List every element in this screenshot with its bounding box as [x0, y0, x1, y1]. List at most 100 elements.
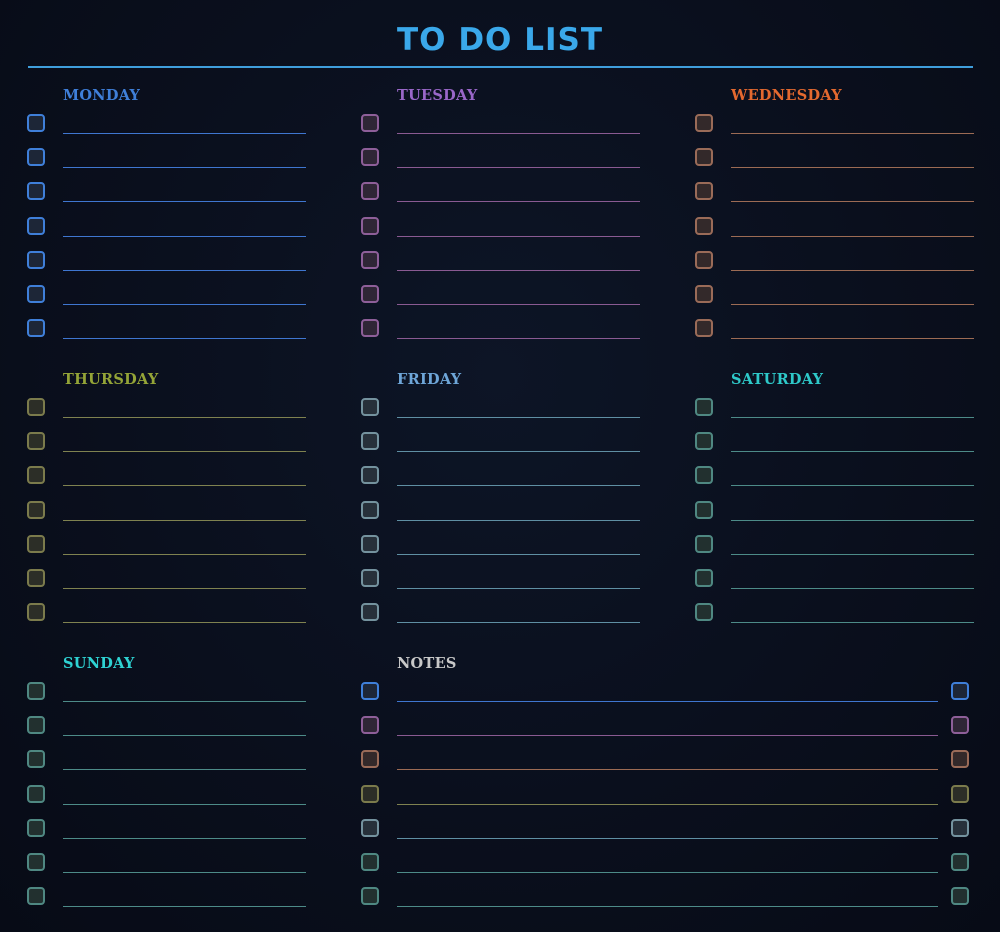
- task-line[interactable]: [63, 769, 306, 771]
- task-line[interactable]: [731, 519, 974, 521]
- task-checkbox[interactable]: [27, 216, 45, 235]
- task-line[interactable]: [63, 553, 306, 555]
- task-checkbox[interactable]: [27, 182, 45, 201]
- task-checkbox[interactable]: [27, 534, 45, 553]
- task-line[interactable]: [731, 485, 974, 487]
- notes-checkbox-left[interactable]: [361, 716, 379, 735]
- task-checkbox[interactable]: [695, 398, 713, 416]
- task-line[interactable]: [397, 201, 640, 203]
- task-checkbox[interactable]: [27, 784, 45, 803]
- task-checkbox[interactable]: [27, 853, 45, 871]
- notes-checkbox-right[interactable]: [951, 716, 969, 735]
- task-line[interactable]: [63, 269, 306, 271]
- task-checkbox[interactable]: [27, 398, 45, 416]
- task-line[interactable]: [397, 485, 640, 487]
- task-checkbox[interactable]: [695, 534, 713, 553]
- task-line[interactable]: [731, 417, 974, 418]
- task-line[interactable]: [397, 269, 640, 271]
- task-line[interactable]: [397, 417, 640, 418]
- task-checkbox[interactable]: [695, 569, 713, 587]
- task-checkbox[interactable]: [361, 148, 379, 167]
- notes-line[interactable]: [397, 735, 938, 737]
- task-line[interactable]: [397, 167, 640, 169]
- notes-checkbox-left[interactable]: [361, 784, 379, 803]
- task-line[interactable]: [397, 553, 640, 555]
- notes-checkbox-right[interactable]: [951, 682, 969, 700]
- task-checkbox[interactable]: [27, 250, 45, 269]
- task-line[interactable]: [63, 735, 306, 737]
- task-checkbox[interactable]: [27, 466, 45, 485]
- notes-checkbox-right[interactable]: [951, 853, 969, 871]
- notes-line[interactable]: [397, 872, 938, 873]
- task-checkbox[interactable]: [361, 114, 379, 132]
- task-checkbox[interactable]: [695, 466, 713, 485]
- task-line[interactable]: [397, 588, 640, 589]
- task-checkbox[interactable]: [361, 216, 379, 235]
- task-checkbox[interactable]: [361, 319, 379, 338]
- task-checkbox[interactable]: [361, 569, 379, 587]
- task-checkbox[interactable]: [361, 603, 379, 622]
- task-line[interactable]: [63, 701, 306, 702]
- task-line[interactable]: [63, 133, 306, 134]
- notes-checkbox-right[interactable]: [951, 784, 969, 803]
- task-line[interactable]: [731, 269, 974, 271]
- task-checkbox[interactable]: [27, 432, 45, 451]
- task-line[interactable]: [63, 304, 306, 305]
- task-checkbox[interactable]: [27, 887, 45, 906]
- task-line[interactable]: [63, 417, 306, 418]
- task-checkbox[interactable]: [27, 114, 45, 132]
- notes-line[interactable]: [397, 803, 938, 805]
- task-checkbox[interactable]: [27, 319, 45, 338]
- task-checkbox[interactable]: [361, 534, 379, 553]
- task-line[interactable]: [397, 338, 640, 340]
- task-line[interactable]: [731, 451, 974, 453]
- task-line[interactable]: [63, 235, 306, 237]
- task-line[interactable]: [397, 235, 640, 237]
- task-checkbox[interactable]: [27, 285, 45, 303]
- task-checkbox[interactable]: [361, 398, 379, 416]
- notes-checkbox-left[interactable]: [361, 853, 379, 871]
- task-line[interactable]: [731, 338, 974, 340]
- task-line[interactable]: [731, 167, 974, 169]
- task-checkbox[interactable]: [695, 148, 713, 167]
- task-line[interactable]: [63, 837, 306, 839]
- task-checkbox[interactable]: [361, 432, 379, 451]
- task-checkbox[interactable]: [27, 750, 45, 769]
- task-checkbox[interactable]: [695, 603, 713, 622]
- task-line[interactable]: [397, 519, 640, 521]
- task-checkbox[interactable]: [27, 716, 45, 735]
- task-line[interactable]: [731, 622, 974, 624]
- task-line[interactable]: [397, 304, 640, 305]
- task-line[interactable]: [731, 201, 974, 203]
- task-line[interactable]: [731, 133, 974, 134]
- task-line[interactable]: [63, 485, 306, 487]
- task-line[interactable]: [731, 553, 974, 555]
- task-line[interactable]: [731, 588, 974, 589]
- task-line[interactable]: [397, 133, 640, 134]
- task-line[interactable]: [397, 451, 640, 453]
- task-line[interactable]: [63, 588, 306, 589]
- task-checkbox[interactable]: [695, 500, 713, 519]
- task-line[interactable]: [731, 235, 974, 237]
- notes-line[interactable]: [397, 701, 938, 702]
- notes-checkbox-right[interactable]: [951, 818, 969, 837]
- task-checkbox[interactable]: [695, 182, 713, 201]
- task-line[interactable]: [397, 622, 640, 624]
- task-line[interactable]: [63, 519, 306, 521]
- notes-line[interactable]: [397, 906, 938, 908]
- task-line[interactable]: [63, 622, 306, 624]
- task-checkbox[interactable]: [695, 216, 713, 235]
- task-checkbox[interactable]: [361, 250, 379, 269]
- task-line[interactable]: [63, 906, 306, 908]
- task-checkbox[interactable]: [695, 319, 713, 338]
- notes-checkbox-right[interactable]: [951, 887, 969, 906]
- task-line[interactable]: [731, 304, 974, 305]
- task-checkbox[interactable]: [361, 285, 379, 303]
- task-checkbox[interactable]: [27, 682, 45, 700]
- task-checkbox[interactable]: [27, 818, 45, 837]
- task-line[interactable]: [63, 338, 306, 340]
- task-line[interactable]: [63, 803, 306, 805]
- task-checkbox[interactable]: [695, 114, 713, 132]
- task-checkbox[interactable]: [695, 432, 713, 451]
- task-checkbox[interactable]: [27, 569, 45, 587]
